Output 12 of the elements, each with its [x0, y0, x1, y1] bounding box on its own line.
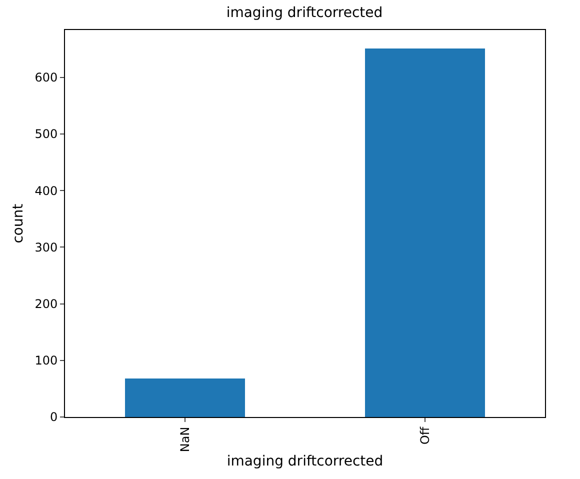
- x-tick-label: NaN: [178, 426, 192, 452]
- y-tick-label: 500: [34, 127, 58, 142]
- y-tick-label: 200: [34, 296, 58, 311]
- y-tick-label: 400: [34, 184, 58, 198]
- y-axis-title: count: [10, 203, 26, 244]
- y-tick-label: 100: [34, 354, 58, 368]
- y-tick-label: 300: [34, 240, 58, 254]
- x-axis-title: imaging driftcorrected: [226, 453, 384, 470]
- y-tick-label: 0: [50, 410, 58, 424]
- chart-title: imaging driftcorrected: [226, 4, 383, 21]
- y-tick-label: 600: [34, 70, 58, 85]
- x-tick-label: Off: [418, 426, 432, 445]
